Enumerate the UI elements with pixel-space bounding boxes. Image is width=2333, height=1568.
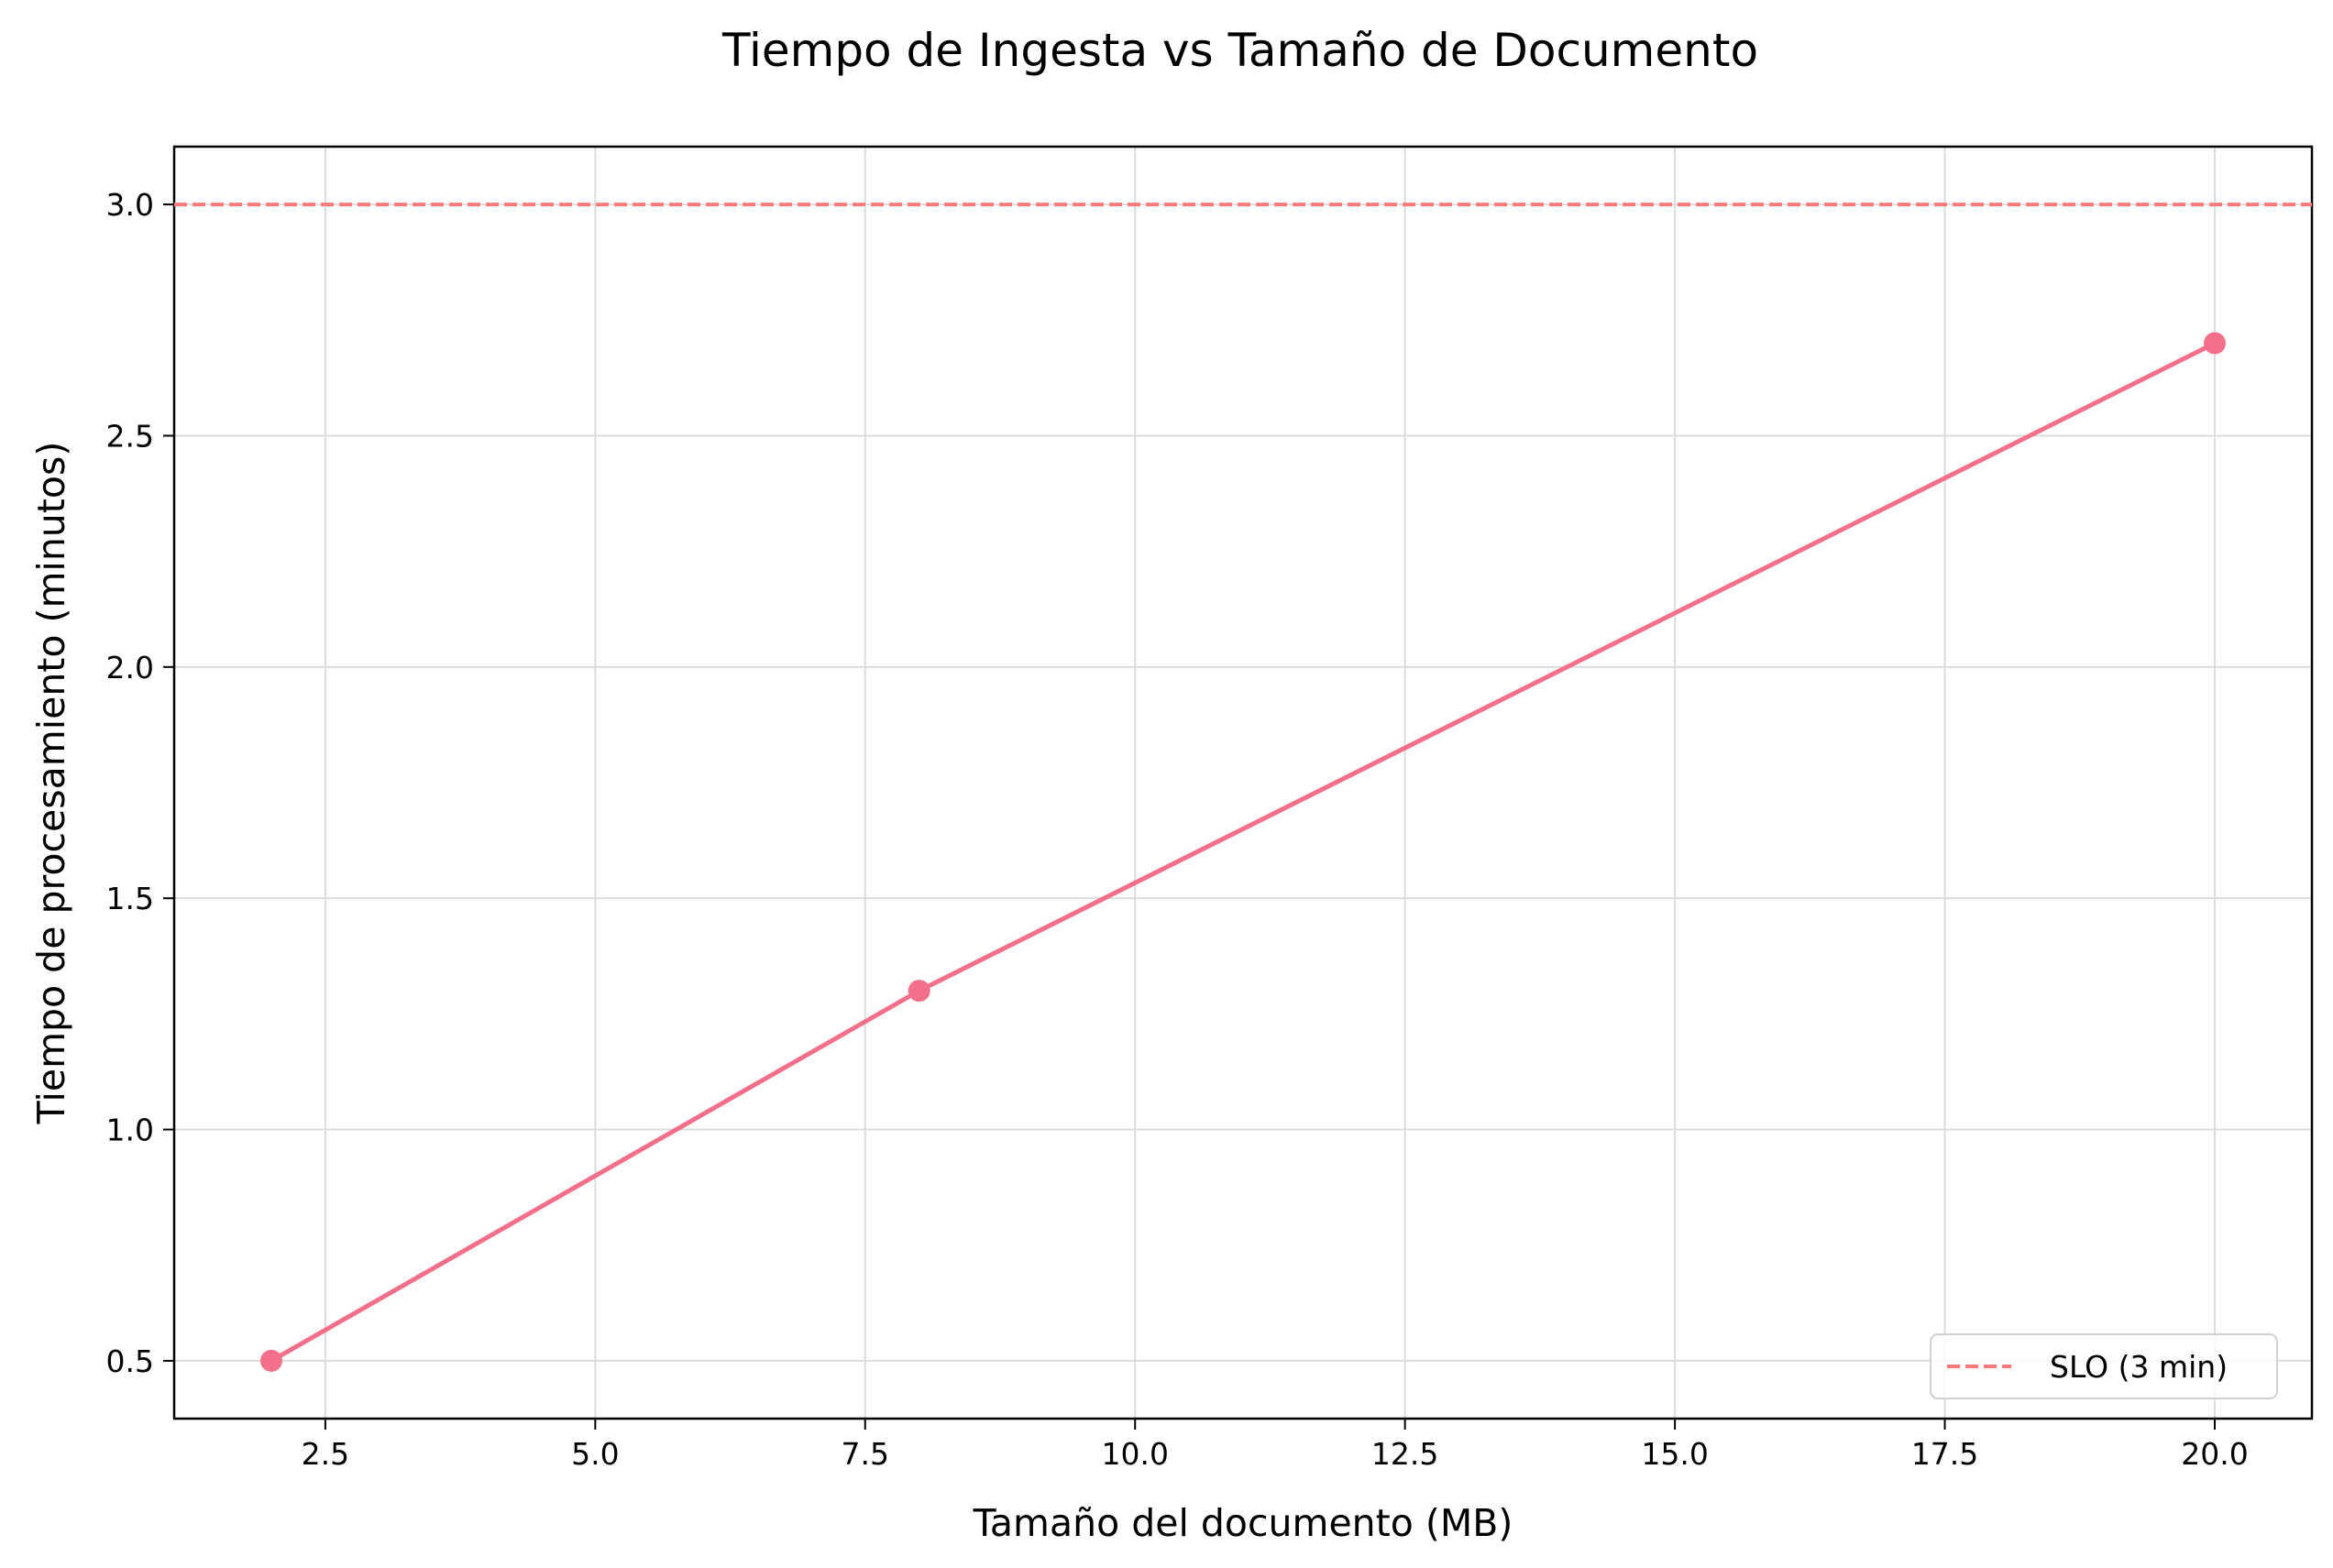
y-tick-label: 0.5 xyxy=(106,1343,154,1379)
legend: SLO (3 min) xyxy=(1930,1333,2278,1399)
x-tick-label: 10.0 xyxy=(1101,1436,1168,1472)
plot-area-frame xyxy=(172,145,2314,1420)
y-tick-label: 1.5 xyxy=(106,881,154,916)
x-tick-label: 7.5 xyxy=(842,1436,889,1472)
y-tick-label: 1.0 xyxy=(106,1113,154,1148)
data-point xyxy=(2204,332,2226,355)
x-tick-label: 15.0 xyxy=(1641,1436,1708,1472)
y-tick-label: 3.0 xyxy=(106,187,154,223)
x-tick-label: 20.0 xyxy=(2181,1436,2248,1472)
legend-box xyxy=(1930,1333,2278,1399)
x-tick-label: 12.5 xyxy=(1371,1436,1438,1472)
data-series xyxy=(260,332,2226,1372)
x-axis-label: Tamaño del documento (MB) xyxy=(973,1501,1513,1545)
y-axis-label: Tiempo de procesamiento (minutos) xyxy=(29,442,73,1125)
x-tick-label: 17.5 xyxy=(1911,1436,1978,1472)
y-tick-label: 2.5 xyxy=(106,418,154,454)
legend-label-slo: SLO (3 min) xyxy=(2050,1349,2228,1385)
axis-ticks: 2.5 5.0 7.5 10.0 12.5 15.0 17.5 20.0 0.5 1.0 1.5 2.… xyxy=(106,187,2249,1472)
x-tick-label: 5.0 xyxy=(571,1436,619,1472)
chart-title: Tiempo de Ingesta vs Tamaño de Documento xyxy=(721,24,1758,77)
x-tick-label: 2.5 xyxy=(302,1436,349,1472)
data-point xyxy=(260,1349,282,1372)
data-point xyxy=(908,980,930,1003)
y-tick-label: 2.0 xyxy=(106,650,154,685)
